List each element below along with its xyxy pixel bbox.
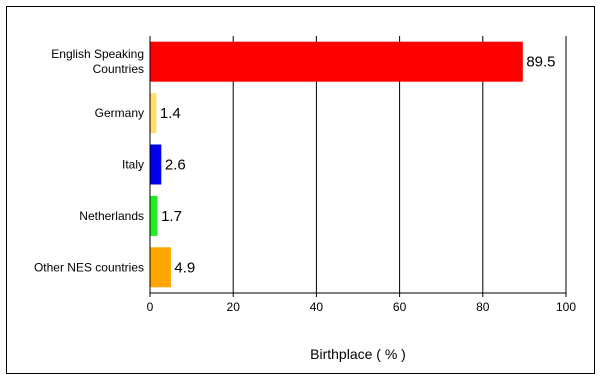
x-tick-labels: 0 20 40 60 80 100: [147, 300, 577, 314]
data-label: 89.5: [526, 54, 555, 71]
category-label: English Speaking: [51, 47, 144, 61]
data-label: 2.6: [165, 157, 186, 174]
bars: [150, 41, 523, 288]
axes: [149, 36, 567, 297]
x-tick-label: 20: [227, 300, 241, 314]
x-tick-label: 60: [393, 300, 407, 314]
category-label: Netherlands: [79, 209, 144, 223]
x-axis-title: Birthplace ( % ): [310, 346, 406, 362]
x-tick-label: 80: [476, 300, 490, 314]
category-label: Other NES countries: [34, 260, 144, 274]
bar: [150, 41, 523, 82]
category-label: Italy: [122, 158, 144, 172]
data-label: 1.7: [161, 208, 182, 225]
category-label: Germany: [95, 106, 144, 120]
data-label: 1.4: [160, 105, 181, 122]
x-tick-label: 40: [310, 300, 324, 314]
data-labels: 89.5 1.4 2.6 1.7 4.9: [160, 54, 556, 277]
x-tick-label: 100: [556, 300, 576, 314]
bar: [150, 93, 157, 134]
x-tick-label: 0: [147, 300, 154, 314]
bar: [150, 195, 158, 236]
bar: [150, 247, 171, 288]
bar: [150, 144, 162, 185]
category-label: Countries: [93, 62, 144, 76]
data-label: 4.9: [174, 259, 195, 276]
